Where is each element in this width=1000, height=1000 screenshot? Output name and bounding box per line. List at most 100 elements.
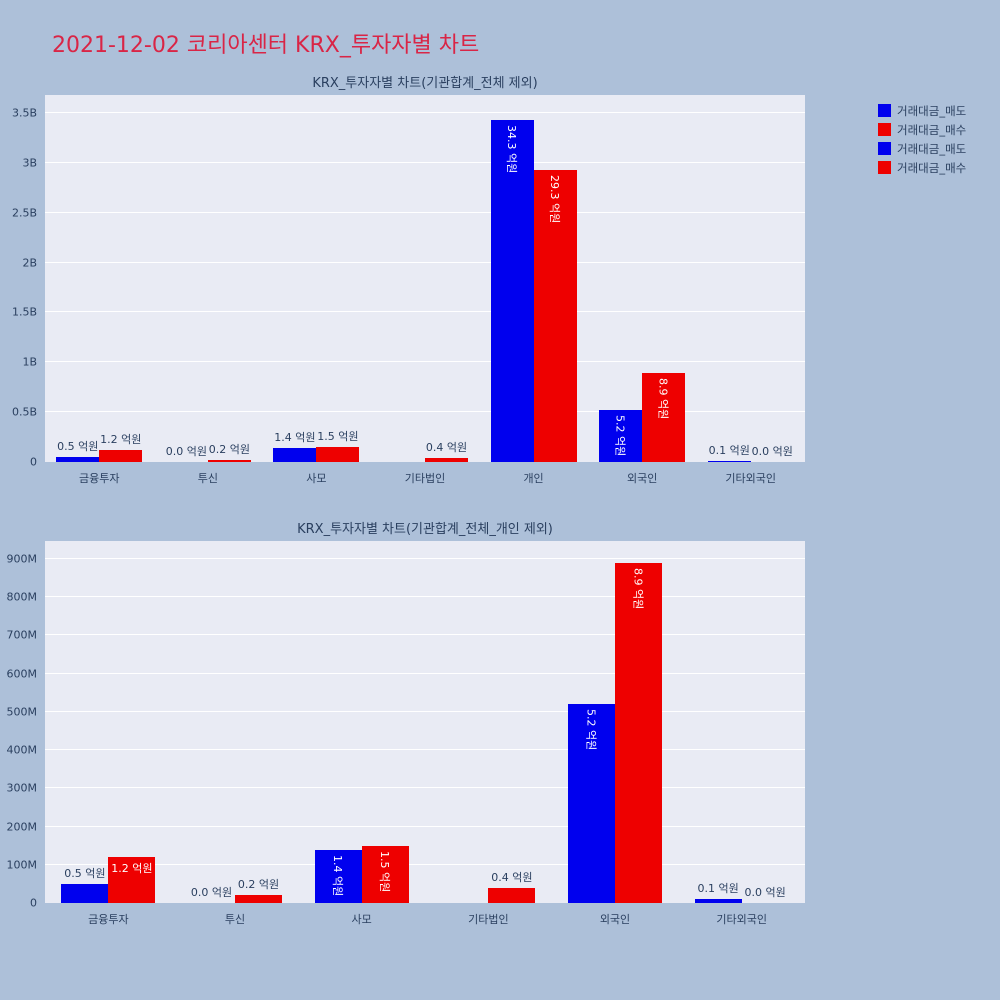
legend: 거래대금_매도 거래대금_매수 거래대금_매도 거래대금_매수 (878, 101, 966, 177)
sell-bar: 5.2 억원 (599, 410, 643, 462)
buy-bar (316, 447, 360, 462)
legend-item[interactable]: 거래대금_매도 (878, 139, 966, 158)
y-axis-tick-label: 3B (22, 156, 37, 170)
bar-value-label: 5.2 억원 (613, 415, 627, 457)
legend-item-label: 거래대금_매도 (897, 141, 967, 156)
chart-bottom-plot: 0 100M 200M 300M 400M 500M 600M 700M 800M 900M 금융투… (7, 541, 805, 926)
bar-value-label: 34.3 억원 (505, 125, 519, 174)
legend-item[interactable]: 거래대금_매수 (878, 158, 966, 177)
y-axis-tick-label: 400M (6, 743, 38, 757)
x-axis-category-label: 금융투자 (79, 472, 120, 485)
bar-value-label: 0.4 억원 (491, 870, 533, 884)
sell-bar: 5.2 억원 (568, 704, 615, 903)
x-axis-category-label: 사모 (306, 472, 327, 485)
bar-value-label: 0.2 억원 (208, 443, 250, 456)
y-axis-tick-label: 500M (6, 705, 38, 719)
y-axis-tick-label: 100M (6, 858, 38, 872)
legend-item-label: 거래대금_매도 (897, 103, 967, 118)
y-axis-tick-label: 600M (6, 667, 38, 681)
sell-bar (56, 457, 100, 462)
buy-bar (207, 460, 251, 462)
bar-value-label: 1.4 억원 (331, 854, 345, 896)
sell-bar (61, 883, 109, 903)
buy-bar: 1.5 억원 (361, 845, 409, 903)
y-axis-tick-label: 2B (22, 256, 37, 270)
gridline (45, 787, 805, 788)
legend-item[interactable]: 거래대금_매수 (878, 120, 966, 139)
sell-bar (694, 899, 742, 903)
buy-bar: 8.9 억원 (615, 562, 662, 903)
bar-value-label: 1.5 억원 (317, 430, 359, 443)
bar-value-label: 0.1 억원 (697, 882, 739, 896)
legend-item-label: 거래대금_매수 (897, 122, 967, 137)
x-axis-category-label: 기타외국인 (716, 913, 767, 926)
sell-bar (707, 460, 751, 462)
chart-top: KRX_투자자별 차트(기관합계_전체 제외) 0 0.5B 1B 1.5B 2B 2.5… (12, 72, 805, 485)
x-axis-category-label: 기타법인 (404, 472, 446, 485)
legend-item-label: 거래대금_매수 (897, 160, 967, 175)
sell-bar: 34.3 억원 (490, 120, 534, 462)
legend-swatch-icon (878, 104, 891, 117)
y-axis-tick-label: 2.5B (11, 206, 37, 220)
gridline (45, 749, 805, 750)
gridline (45, 361, 805, 362)
bar-value-label: 1.2 억원 (100, 433, 142, 446)
x-axis-category-label: 기타외국인 (725, 472, 777, 485)
buy-bar (425, 458, 468, 462)
gridline (45, 262, 805, 263)
chart-top-title: KRX_투자자별 차트(기관합계_전체 제외) (312, 76, 538, 91)
x-axis-category-label: 투신 (197, 472, 218, 485)
legend-swatch-icon (878, 161, 891, 174)
gridline (45, 558, 805, 559)
bar-value-label: 1.2 억원 (111, 862, 153, 876)
buy-bar (99, 450, 143, 462)
bar-value-label: 8.9 억원 (631, 567, 645, 610)
bar-value-label: 29.3 억원 (548, 174, 562, 224)
gridline (45, 826, 805, 827)
bar-value-label: 1.4 억원 (274, 431, 316, 444)
chart-bottom: KRX_투자자별 차트(기관합계_전체_개인 제외) 0 100M 200M 300M… (7, 518, 805, 926)
gridline (45, 634, 805, 635)
x-axis-category-label: 외국인 (626, 472, 658, 485)
y-axis-tick-label: 1B (22, 355, 37, 369)
legend-item[interactable]: 거래대금_매도 (878, 101, 966, 120)
gridline (45, 673, 805, 674)
y-axis-tick-label: 1.5B (11, 305, 37, 319)
y-axis-tick-label: 0 (30, 455, 37, 469)
chart-bottom-title: KRX_투자자별 차트(기관합계_전체_개인 제외) (297, 522, 553, 537)
y-axis-tick-label: 800M (6, 590, 38, 604)
bar-value-label: 0.5 억원 (57, 440, 99, 453)
buy-bar (488, 887, 536, 903)
legend-swatch-icon (878, 123, 891, 136)
bar-value-label: 0.0 억원 (751, 445, 793, 458)
y-axis-tick-label: 200M (6, 820, 38, 834)
y-axis-tick-label: 0.5B (11, 405, 37, 419)
buy-bar: 8.9 억원 (642, 373, 686, 462)
sell-bar: 1.4 억원 (314, 849, 362, 903)
bar-value-label: 8.9 억원 (656, 378, 670, 420)
x-axis-category-label: 사모 (351, 913, 372, 926)
y-axis-tick-label: 900M (6, 552, 38, 566)
buy-bar: 1.2 억원 (108, 857, 156, 903)
x-axis-category-label: 투신 (224, 913, 246, 926)
gridline (45, 864, 805, 865)
y-axis-tick-label: 3.5B (11, 106, 37, 120)
y-axis-tick-label: 700M (6, 628, 38, 642)
bar-value-label: 0.2 억원 (237, 878, 280, 892)
gridline (45, 162, 805, 163)
bar-value-label: 0.4 억원 (425, 441, 468, 454)
gridline (45, 596, 805, 597)
gridline (45, 311, 805, 312)
x-axis-category-label: 외국인 (599, 913, 631, 926)
sell-bar (273, 448, 317, 462)
gridline (45, 112, 805, 113)
x-axis-category-label: 기타법인 (468, 913, 509, 926)
buy-bar (235, 895, 282, 903)
bar-value-label: 5.2 억원 (584, 709, 598, 751)
page-title: 2021-12-02 코리아센터 KRX_투자자별 차트 (52, 33, 480, 58)
y-axis-tick-label: 300M (6, 781, 38, 795)
buy-bar: 29.3 억원 (533, 169, 577, 462)
bar-value-label: 0.0 억원 (190, 886, 233, 899)
x-axis-category-label: 금융투자 (88, 913, 129, 926)
